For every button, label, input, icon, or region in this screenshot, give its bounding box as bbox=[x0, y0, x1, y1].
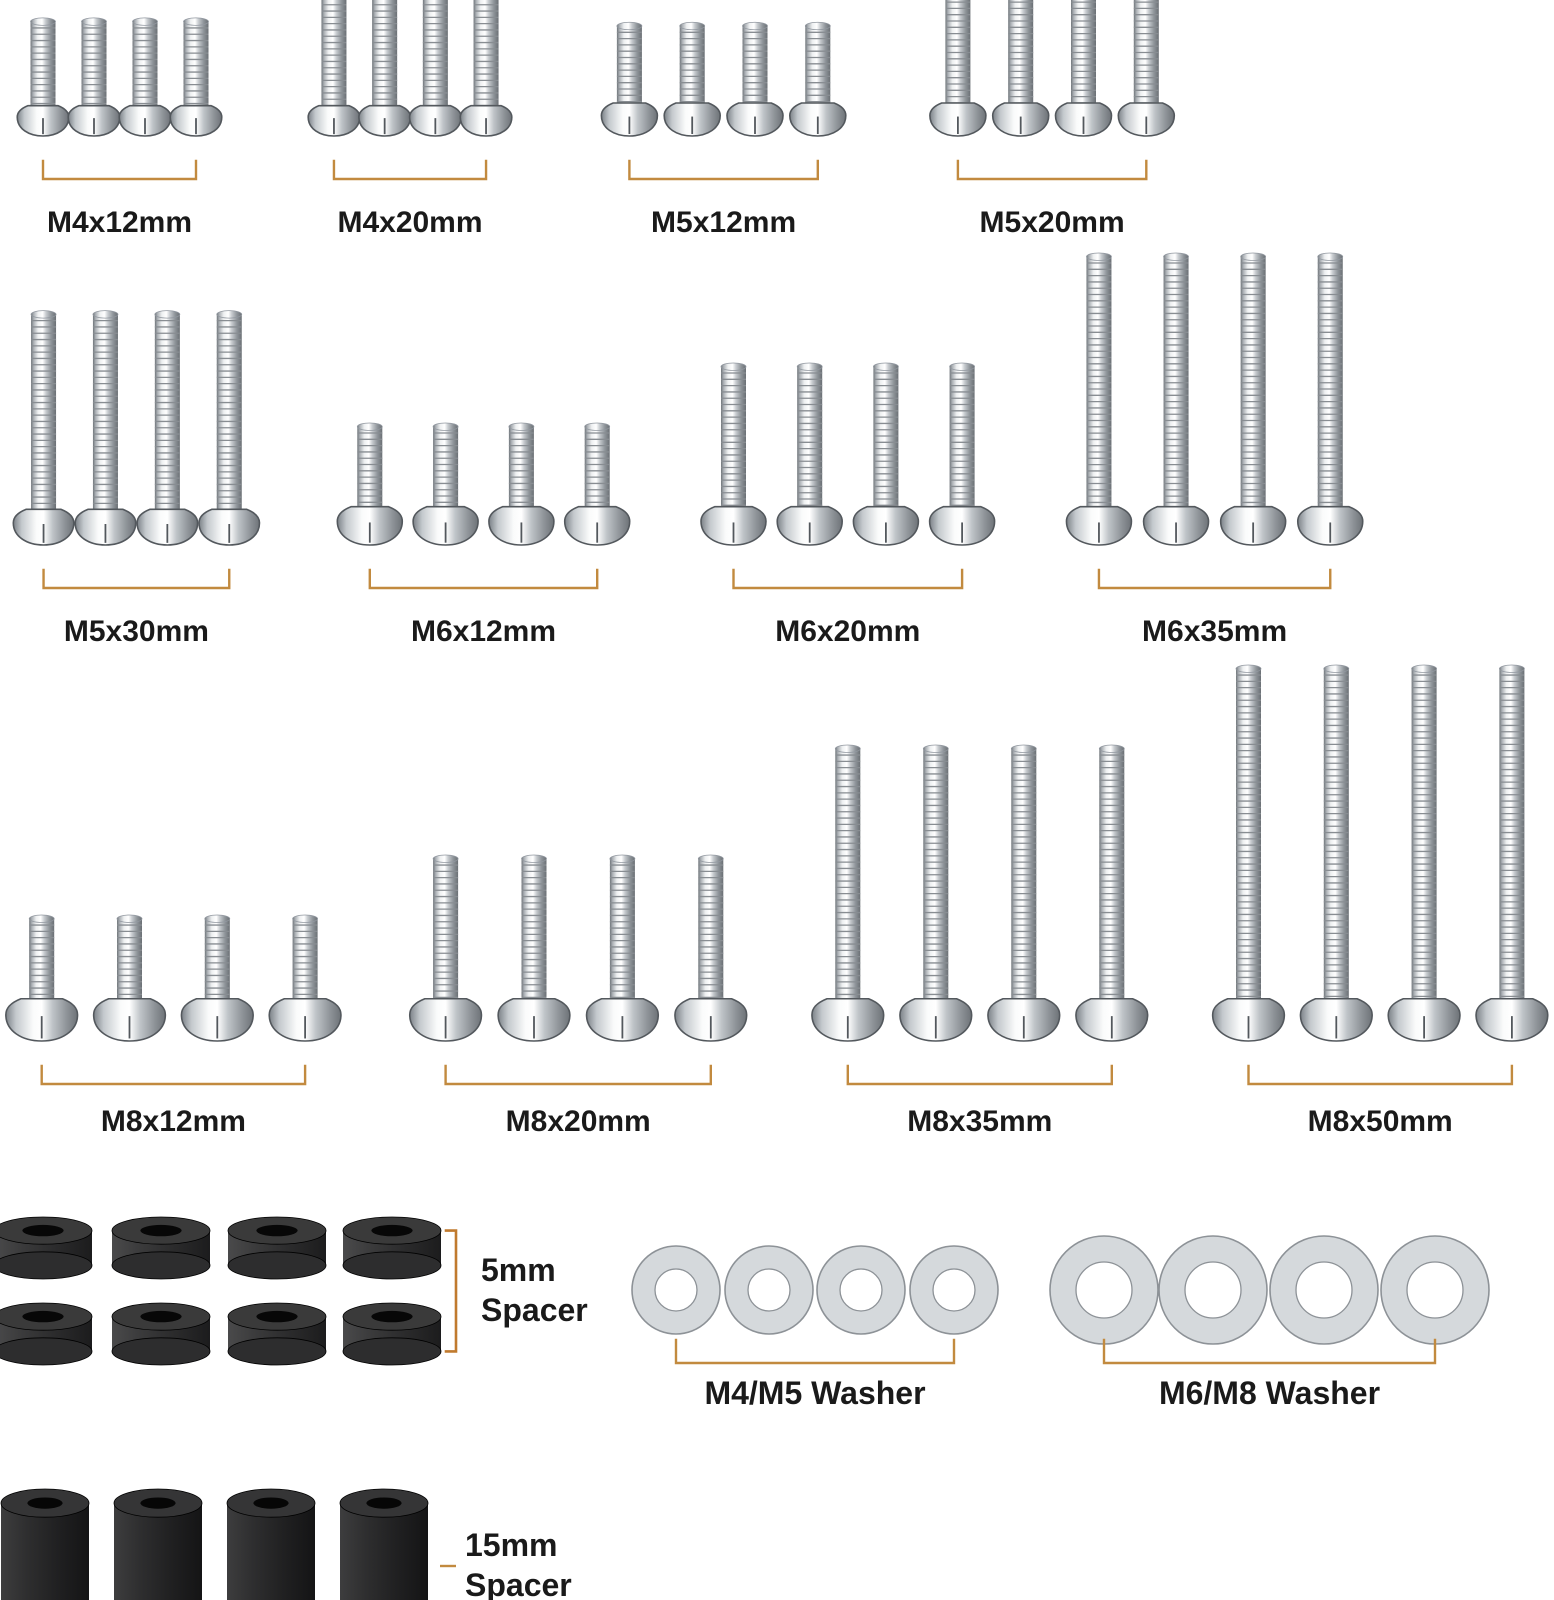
svg-text:Spacer: Spacer bbox=[481, 1292, 588, 1328]
svg-text:M8x12mm: M8x12mm bbox=[101, 1105, 246, 1138]
svg-text:M4/M5 Washer: M4/M5 Washer bbox=[704, 1375, 925, 1411]
svg-text:M6/M8 Washer: M6/M8 Washer bbox=[1159, 1375, 1380, 1411]
svg-text:M5x30mm: M5x30mm bbox=[64, 615, 209, 648]
svg-text:M6x12mm: M6x12mm bbox=[411, 615, 556, 648]
svg-text:M5x12mm: M5x12mm bbox=[651, 206, 796, 239]
svg-text:M4x12mm: M4x12mm bbox=[47, 206, 192, 239]
svg-text:M8x35mm: M8x35mm bbox=[907, 1105, 1052, 1138]
svg-text:M5x20mm: M5x20mm bbox=[980, 206, 1125, 239]
svg-text:M6x35mm: M6x35mm bbox=[1142, 615, 1287, 648]
svg-text:M4x20mm: M4x20mm bbox=[337, 206, 482, 239]
svg-text:5mm: 5mm bbox=[481, 1252, 556, 1288]
svg-text:Spacer: Spacer bbox=[465, 1567, 572, 1600]
svg-text:15mm: 15mm bbox=[465, 1527, 558, 1563]
svg-text:M8x20mm: M8x20mm bbox=[506, 1105, 651, 1138]
svg-text:M6x20mm: M6x20mm bbox=[775, 615, 920, 648]
svg-text:M8x50mm: M8x50mm bbox=[1308, 1105, 1453, 1138]
